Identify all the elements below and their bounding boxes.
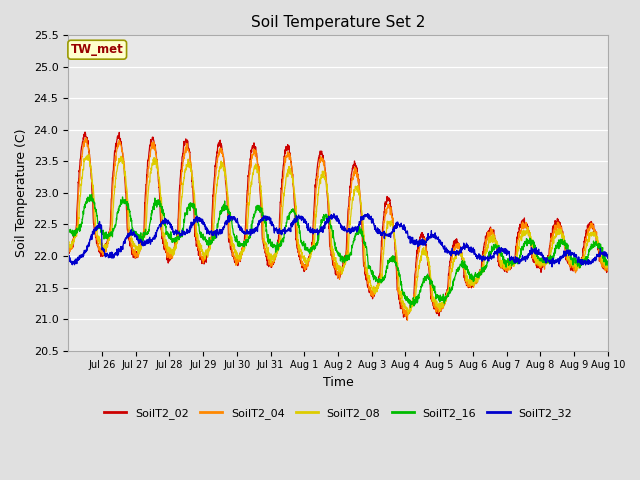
Legend: SoilT2_02, SoilT2_04, SoilT2_08, SoilT2_16, SoilT2_32: SoilT2_02, SoilT2_04, SoilT2_08, SoilT2_… [99, 404, 577, 423]
X-axis label: Time: Time [323, 376, 353, 389]
Title: Soil Temperature Set 2: Soil Temperature Set 2 [251, 15, 425, 30]
Text: TW_met: TW_met [71, 43, 124, 56]
Y-axis label: Soil Temperature (C): Soil Temperature (C) [15, 129, 28, 257]
